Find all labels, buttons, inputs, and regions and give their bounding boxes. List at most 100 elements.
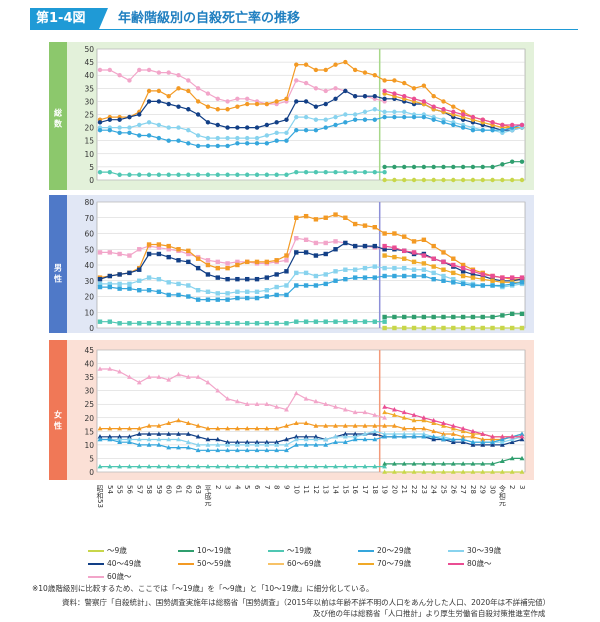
point-age_80_plus [519, 434, 525, 439]
y-tick-label: 0 [89, 468, 94, 477]
point-age_30_39 [127, 125, 132, 130]
point-age_50_59 [166, 93, 171, 99]
point-age_under9 [421, 469, 427, 474]
point-age_40_49 [352, 93, 358, 99]
point-age_10_19 [402, 164, 407, 170]
panel-label: 総 数 [53, 108, 63, 129]
point-age_under9 [382, 177, 387, 183]
point-age_40_49 [264, 275, 270, 280]
point-age_50_59 [234, 426, 240, 431]
point-age_40_49 [294, 250, 299, 255]
point-age_30_39 [235, 289, 240, 294]
y-tick-label: 45 [84, 58, 94, 67]
point-age_80_plus [392, 91, 397, 96]
point-age_under19 [156, 321, 162, 326]
point-age_50_59 [225, 426, 230, 431]
point-age_60_plus [323, 88, 328, 94]
point-age_80_plus [441, 107, 446, 112]
point-age_20_29 [97, 436, 103, 442]
point-age_40_49 [97, 434, 103, 439]
point-age_70_79 [411, 259, 417, 265]
legend-swatch [88, 576, 104, 578]
point-age_50_59 [323, 423, 329, 428]
point-age_10_19 [451, 164, 456, 170]
point-age_60_plus [333, 239, 338, 244]
point-age_80_plus [509, 434, 515, 439]
point-age_50_59 [294, 62, 299, 67]
point-age_under19 [274, 321, 279, 326]
point-age_under19 [323, 319, 328, 324]
figure-title: 年齢階級別の自殺死亡率の推移 [118, 11, 301, 26]
point-age_10_19 [500, 313, 505, 318]
point-age_50_59 [107, 426, 113, 431]
legend-label: 30〜39歳 [467, 546, 502, 555]
point-age_20_29 [402, 273, 407, 279]
point-age_60_plus [313, 240, 319, 246]
x-tick-label: 59 [155, 485, 163, 494]
point-age_50_59 [411, 86, 417, 91]
point-age_80_plus [431, 417, 437, 423]
panel-tab [49, 195, 67, 333]
point-age_20_29 [392, 273, 397, 279]
point-age_50_59 [185, 420, 191, 425]
point-age_40_49 [323, 251, 328, 257]
point-age_30_39 [146, 275, 152, 280]
point-age_under19 [186, 321, 191, 326]
point-age_50_59 [146, 423, 152, 428]
point-age_40_49 [264, 122, 270, 128]
y-tick-label: 35 [84, 84, 94, 93]
series-line-age_20_29 [100, 433, 523, 451]
point-age_30_39 [441, 434, 446, 439]
point-age_60_plus [382, 415, 388, 420]
point-age_under19 [294, 169, 299, 175]
y-tick-label: 70 [84, 214, 94, 223]
point-age_30_39 [509, 436, 515, 442]
point-age_80_plus [509, 275, 515, 280]
point-age_30_39 [195, 442, 201, 447]
point-age_30_39 [362, 109, 368, 115]
point-age_60_plus [186, 251, 191, 257]
point-age_20_29 [235, 141, 240, 146]
point-age_50_59 [333, 62, 338, 67]
point-age_under19 [254, 321, 260, 326]
point-age_under9 [392, 469, 397, 474]
point-age_70_79 [460, 428, 466, 434]
point-age_30_39 [195, 133, 201, 138]
point-age_60_plus [176, 371, 181, 377]
point-age_20_29 [127, 130, 132, 136]
point-age_20_29 [480, 283, 485, 288]
point-age_40_49 [146, 251, 152, 257]
point-age_20_29 [205, 297, 211, 302]
point-age_30_39 [402, 109, 407, 115]
point-age_20_29 [264, 447, 270, 453]
point-age_under19 [372, 463, 378, 469]
point-age_20_29 [392, 434, 397, 439]
y-tick-label: 10 [84, 441, 94, 450]
legend-swatch [268, 563, 284, 565]
point-age_under9 [402, 325, 407, 331]
y-tick-label: 40 [84, 261, 94, 270]
point-age_20_29 [323, 281, 328, 287]
point-age_20_29 [470, 283, 476, 288]
point-age_30_39 [186, 128, 191, 133]
point-age_30_39 [186, 283, 191, 288]
point-age_under19 [146, 172, 152, 177]
point-age_20_29 [451, 280, 456, 285]
point-age_50_59 [274, 258, 279, 263]
point-age_60_plus [97, 67, 103, 73]
point-age_50_59 [176, 247, 181, 252]
point-age_50_59 [450, 431, 456, 436]
point-age_80_plus [382, 243, 387, 249]
x-tick-label: 平成元 [204, 485, 212, 507]
point-age_10_19 [499, 458, 505, 463]
y-tick-label: 5 [89, 163, 94, 172]
point-age_80_plus [460, 112, 466, 117]
x-tick-label: 29 [479, 485, 487, 494]
point-age_70_79 [382, 253, 387, 258]
point-age_70_79 [401, 415, 407, 420]
point-age_20_29 [146, 442, 152, 447]
point-age_under9 [421, 325, 427, 331]
point-age_40_49 [215, 122, 220, 128]
x-tick-label: 21 [400, 485, 408, 494]
y-tick-label: 25 [84, 400, 94, 409]
